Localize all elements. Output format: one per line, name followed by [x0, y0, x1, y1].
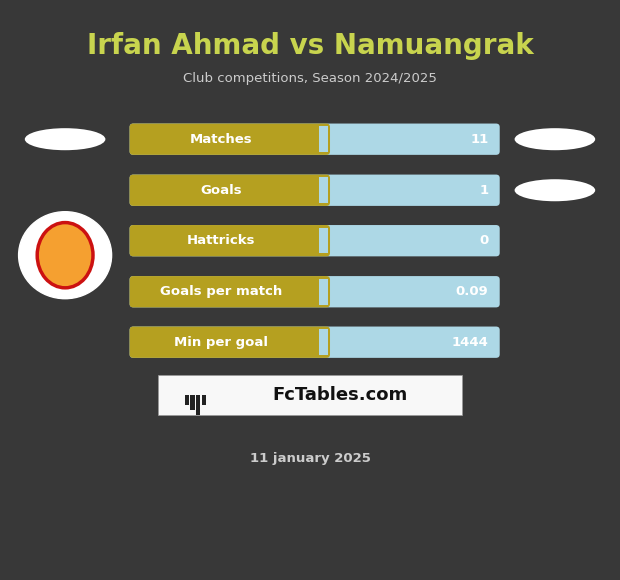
Ellipse shape — [515, 128, 595, 150]
FancyBboxPatch shape — [130, 225, 330, 256]
Text: Matches: Matches — [190, 133, 252, 146]
Bar — [319, 279, 328, 305]
Ellipse shape — [37, 223, 93, 288]
Text: Hattricks: Hattricks — [187, 234, 255, 247]
Bar — [319, 329, 328, 355]
Bar — [185, 395, 189, 405]
FancyBboxPatch shape — [130, 124, 500, 155]
Text: Min per goal: Min per goal — [174, 336, 268, 349]
FancyBboxPatch shape — [130, 327, 330, 358]
Ellipse shape — [25, 128, 105, 150]
Bar — [319, 177, 328, 203]
Bar — [319, 228, 328, 253]
Bar — [319, 126, 328, 152]
Text: Club competitions, Season 2024/2025: Club competitions, Season 2024/2025 — [183, 72, 437, 85]
FancyBboxPatch shape — [130, 327, 500, 358]
FancyBboxPatch shape — [130, 276, 330, 307]
Text: Irfan Ahmad vs Namuangrak: Irfan Ahmad vs Namuangrak — [87, 32, 533, 60]
FancyBboxPatch shape — [130, 276, 500, 307]
FancyBboxPatch shape — [130, 124, 330, 155]
Bar — [202, 395, 206, 405]
Text: 1: 1 — [479, 184, 489, 197]
Bar — [190, 395, 195, 410]
Bar — [196, 395, 200, 415]
Text: FcTables.com: FcTables.com — [273, 386, 408, 404]
Text: Goals per match: Goals per match — [160, 285, 282, 298]
FancyBboxPatch shape — [130, 175, 330, 206]
Text: 0.09: 0.09 — [456, 285, 489, 298]
FancyBboxPatch shape — [130, 175, 500, 206]
Text: 11: 11 — [471, 133, 489, 146]
FancyBboxPatch shape — [130, 225, 500, 256]
Text: Goals: Goals — [200, 184, 242, 197]
Text: 1444: 1444 — [452, 336, 489, 349]
Text: 11 january 2025: 11 january 2025 — [250, 452, 370, 465]
FancyBboxPatch shape — [158, 375, 462, 415]
Ellipse shape — [515, 179, 595, 201]
Text: 0: 0 — [479, 234, 489, 247]
Circle shape — [19, 212, 112, 299]
